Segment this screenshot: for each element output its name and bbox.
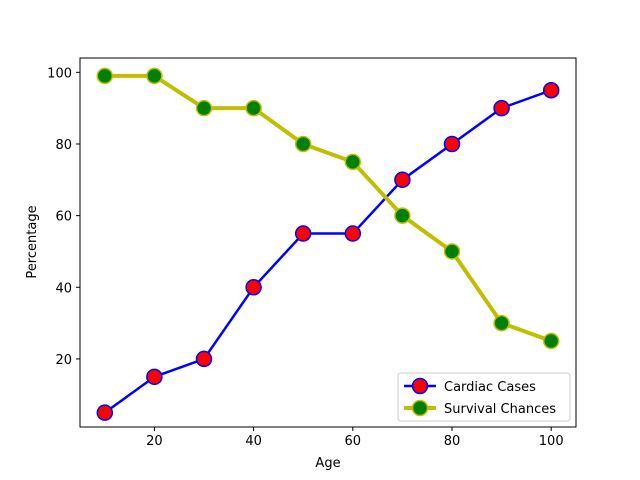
series-line <box>104 89 552 414</box>
y-axis-label: Percentage <box>25 205 40 278</box>
data-point <box>294 225 312 242</box>
data-point <box>245 279 262 296</box>
x-tick-label: 20 <box>146 434 163 449</box>
y-tick-label: 60 <box>55 210 72 225</box>
legend-swatch-marker <box>411 377 429 395</box>
data-point <box>96 404 114 421</box>
data-point <box>195 350 213 368</box>
data-point <box>542 332 560 350</box>
series-0 <box>96 81 560 421</box>
legend-box <box>397 372 571 422</box>
data-point <box>443 135 461 153</box>
x-tick-label: 100 <box>539 434 564 449</box>
data-point <box>146 67 163 85</box>
series-layer <box>96 67 560 421</box>
y-tick-label: 40 <box>55 281 72 296</box>
data-point <box>394 171 411 189</box>
data-point <box>344 153 362 171</box>
series-line <box>104 73 552 343</box>
x-axis-label: Age <box>315 456 340 471</box>
data-point <box>443 243 461 260</box>
x-axis: 20 40 60 80 100 <box>146 427 564 449</box>
legend-label: Survival Chances <box>444 402 556 417</box>
data-point <box>96 67 114 85</box>
data-point <box>146 368 163 386</box>
y-tick-label: 100 <box>47 66 72 81</box>
data-point <box>245 99 262 117</box>
plot-background <box>80 58 576 427</box>
series-1 <box>96 67 560 350</box>
data-point <box>394 207 411 224</box>
y-axis: 20 40 60 80 100 <box>47 66 80 368</box>
data-point <box>493 314 510 332</box>
data-point <box>493 99 510 117</box>
y-tick-label: 80 <box>55 138 72 153</box>
data-point <box>195 99 213 117</box>
x-tick-label: 80 <box>444 434 461 449</box>
legend-swatch-marker <box>411 399 429 417</box>
legend-label: Cardiac Cases <box>444 380 536 395</box>
x-tick-label: 40 <box>245 434 262 449</box>
data-point <box>294 135 312 153</box>
plot-frame <box>79 57 577 428</box>
data-point <box>344 225 362 242</box>
x-tick-label: 60 <box>345 434 362 449</box>
data-point <box>542 81 560 99</box>
y-tick-label: 20 <box>55 353 72 368</box>
legend: Cardiac Cases Survival Chances <box>397 372 571 422</box>
